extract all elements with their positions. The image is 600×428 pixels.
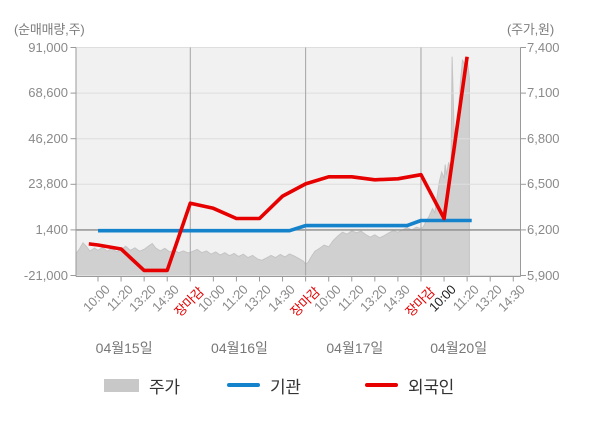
right-axis-title: (주가,원) bbox=[507, 22, 554, 37]
legend-label: 외국인 bbox=[408, 377, 455, 397]
right-axis-value: 5,900 bbox=[527, 267, 560, 283]
date-label: 04월17일 bbox=[326, 340, 384, 356]
chart-legend: 주가 기관 외국인 bbox=[0, 372, 600, 398]
legend-item: 기관 bbox=[227, 372, 301, 398]
right-axis-value: 7,400 bbox=[527, 39, 560, 55]
left-axis-value: 23,800 bbox=[28, 176, 68, 192]
date-label: 04월15일 bbox=[95, 340, 153, 356]
left-axis-title: (순매매량,주) bbox=[14, 22, 85, 37]
right-axis-value: 6,200 bbox=[527, 221, 560, 237]
left-axis-value: 1,400 bbox=[35, 221, 68, 237]
left-axis-value: 68,600 bbox=[28, 85, 68, 101]
legend-line-swatch bbox=[227, 383, 260, 387]
legend-area-swatch bbox=[104, 378, 139, 392]
legend-item: 주가 bbox=[104, 372, 180, 398]
institution-line bbox=[98, 218, 472, 233]
legend-item: 외국인 bbox=[365, 372, 454, 398]
legend-label: 기관 bbox=[270, 377, 301, 397]
right-axis-value: 6,500 bbox=[527, 176, 560, 192]
left-axis-value: -21,000 bbox=[23, 267, 68, 283]
right-axis-value: 6,800 bbox=[527, 130, 560, 146]
legend-line-swatch bbox=[365, 383, 398, 387]
date-label: 04월20일 bbox=[430, 340, 488, 356]
foreigner-line bbox=[88, 56, 469, 273]
date-label: 04월16일 bbox=[211, 340, 268, 356]
left-axis-value: 46,200 bbox=[28, 130, 68, 146]
right-axis-value: 7,100 bbox=[527, 85, 560, 101]
legend-label: 주가 bbox=[149, 377, 180, 397]
left-axis-value: 91,000 bbox=[28, 39, 68, 55]
